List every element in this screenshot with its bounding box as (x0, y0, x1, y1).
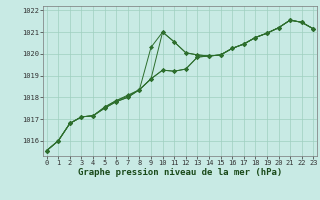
X-axis label: Graphe pression niveau de la mer (hPa): Graphe pression niveau de la mer (hPa) (78, 168, 282, 177)
